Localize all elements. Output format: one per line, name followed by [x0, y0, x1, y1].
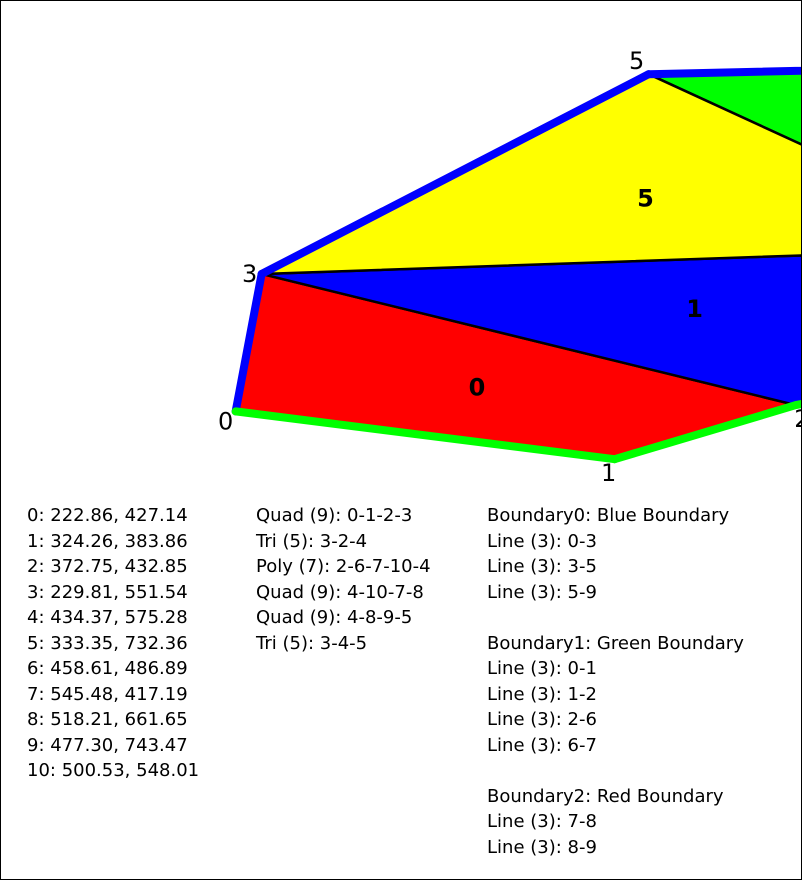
boundary1-line-1-2-def: Line (3): 1-2 [487, 683, 597, 705]
boundary0-line-5-9 [644, 66, 801, 79]
node-coord-9: 9: 477.30, 743.47 [27, 734, 188, 756]
boundary1-line-6-7-def: Line (3): 6-7 [487, 734, 597, 756]
node-label-0: 0 [218, 407, 233, 435]
boundary0-title: Boundary0: Blue Boundary [487, 505, 730, 526]
boundary-list: Boundary0: Blue Boundary Line (3): 0-3 Lin… [487, 503, 744, 860]
node-coord-8: 8: 518.21, 661.65 [27, 709, 188, 730]
element-list: Quad (9): 0-1-2-3 Tri (5): 3-2-4 Poly (7):… [256, 503, 431, 656]
element-label-1: 1 [686, 295, 703, 323]
boundary0-line-0-3-def: Line (3): 0-3 [487, 530, 597, 552]
node-label-1: 1 [601, 459, 616, 481]
element-label-5: 5 [637, 185, 654, 213]
node-coord-7: 7: 545.48, 417.19 [27, 683, 188, 705]
boundary0-line-3-5-def: Line (3): 3-5 [487, 556, 597, 577]
node-label-2: 2 [794, 405, 801, 433]
node-coord-5: 5: 333.35, 732.36 [27, 632, 188, 654]
node-coord-4: 4: 434.37, 575.28 [27, 607, 188, 628]
element-def-3: Quad (9): 4-10-7-8 [256, 581, 424, 603]
boundary2-title: Boundary2: Red Boundary [487, 785, 724, 807]
node-label-5: 5 [629, 47, 644, 75]
node-label-3: 3 [242, 260, 257, 288]
boundary-spacer [487, 758, 744, 784]
boundary0-line-0-3 [231, 269, 266, 416]
boundary1-line-2-6-def: Line (3): 2-6 [487, 709, 597, 730]
node-coord-0: 0: 222.86, 427.14 [27, 505, 188, 526]
boundary1-line-1-2 [610, 401, 800, 464]
element-label-0: 0 [469, 373, 486, 401]
node-coord-2: 2: 372.75, 432.85 [27, 556, 188, 577]
element-def-1: Tri (5): 3-2-4 [256, 530, 368, 552]
element-def-4: Quad (9): 4-8-9-5 [256, 607, 413, 628]
boundary1-title: Boundary1: Green Boundary [487, 632, 744, 654]
element-def-2: Poly (7): 2-6-7-10-4 [256, 556, 431, 577]
element-def-5: Tri (5): 3-4-5 [256, 632, 368, 654]
boundary2-line-8-9-def: Line (3): 8-9 [487, 836, 597, 858]
node-coord-10: 10: 500.53, 548.01 [27, 760, 200, 781]
boundary0-line-5-9-def: Line (3): 5-9 [487, 581, 597, 603]
boundary1-line-0-1-def: Line (3): 0-1 [487, 658, 597, 679]
node-coord-6: 6: 458.61, 486.89 [27, 658, 188, 679]
node-labels: 012345678910 [218, 47, 801, 481]
boundary0-line-3-5 [257, 70, 653, 278]
boundary2-line-7-8-def: Line (3): 7-8 [487, 811, 597, 832]
node-coord-3: 3: 229.81, 551.54 [27, 581, 188, 603]
mesh-elements [234, 69, 801, 461]
boundary-spacer [487, 605, 744, 631]
node-list: 0: 222.86, 427.14 1: 324.26, 383.86 2: 372… [27, 503, 199, 784]
element-def-0: Quad (9): 0-1-2-3 [256, 505, 413, 526]
mesh-diagram: 012345 012345678910 [218, 47, 801, 481]
boundary1-line-0-1 [231, 407, 619, 464]
node-coord-1: 1: 324.26, 383.86 [27, 530, 188, 552]
element-labels: 012345 [469, 185, 703, 402]
boundary-lines [231, 66, 801, 464]
